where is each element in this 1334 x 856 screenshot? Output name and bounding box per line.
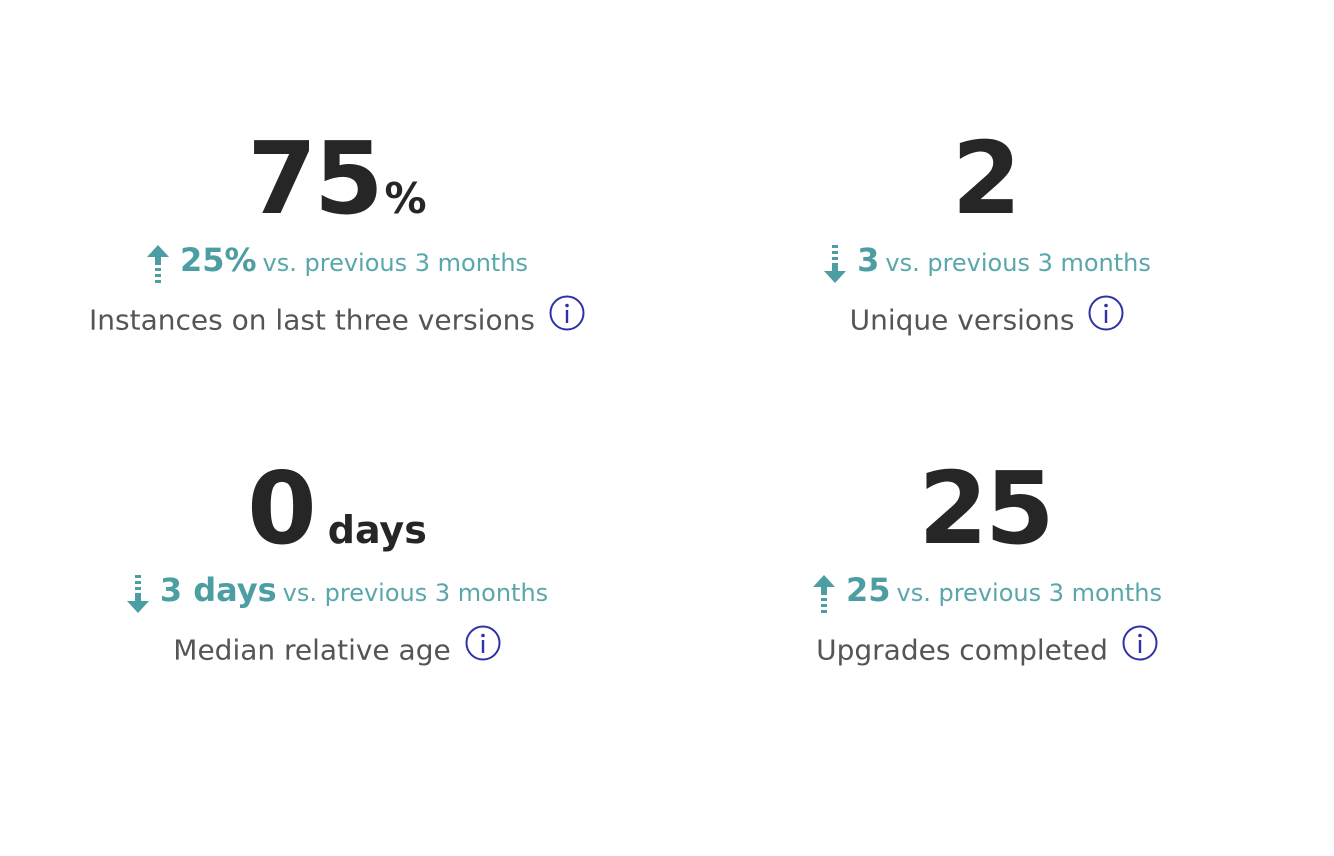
arrow-up-icon <box>146 244 169 283</box>
trend-delta: 25% <box>179 241 257 279</box>
metric-value: 0 <box>247 450 317 567</box>
metric-label: Upgrades completed <box>816 633 1108 667</box>
metric-value: 25 <box>918 450 1054 567</box>
metric-value: 75 <box>247 120 383 237</box>
metric-label: Median relative age <box>173 633 451 667</box>
arrow-down-icon <box>824 244 847 283</box>
metric-instances-on-last-three-versions: 75% 25% vs. previous 3 months Instances o… <box>17 124 657 338</box>
trend-comparison: vs. previous 3 months <box>282 579 549 607</box>
trend-comparison: vs. previous 3 months <box>896 579 1163 607</box>
trend-comparison: vs. previous 3 months <box>262 249 529 277</box>
metric-value: 2 <box>951 120 1022 237</box>
metric-unit: % <box>384 174 427 223</box>
metric-unique-versions: 2 3 vs. previous 3 months Unique versions <box>667 124 1307 338</box>
info-icon[interactable] <box>549 295 585 342</box>
trend-delta: 3 days <box>159 571 277 609</box>
trend-delta: 3 <box>857 241 880 279</box>
trend-delta: 25 <box>845 571 891 609</box>
metric-unit: days <box>327 508 427 552</box>
metric-label: Instances on last three versions <box>89 303 535 337</box>
trend-comparison: vs. previous 3 months <box>885 249 1151 277</box>
arrow-down-icon <box>126 574 149 613</box>
info-icon[interactable] <box>1122 625 1158 672</box>
metric-upgrades-completed: 25 25 vs. previous 3 months Upgrades comp… <box>667 454 1307 668</box>
info-icon[interactable] <box>1088 295 1124 342</box>
metric-label: Unique versions <box>849 303 1075 337</box>
arrow-up-icon <box>812 574 835 613</box>
info-icon[interactable] <box>465 625 501 672</box>
metric-median-relative-age: 0 days 3 days vs. previous 3 months Median… <box>17 454 657 668</box>
